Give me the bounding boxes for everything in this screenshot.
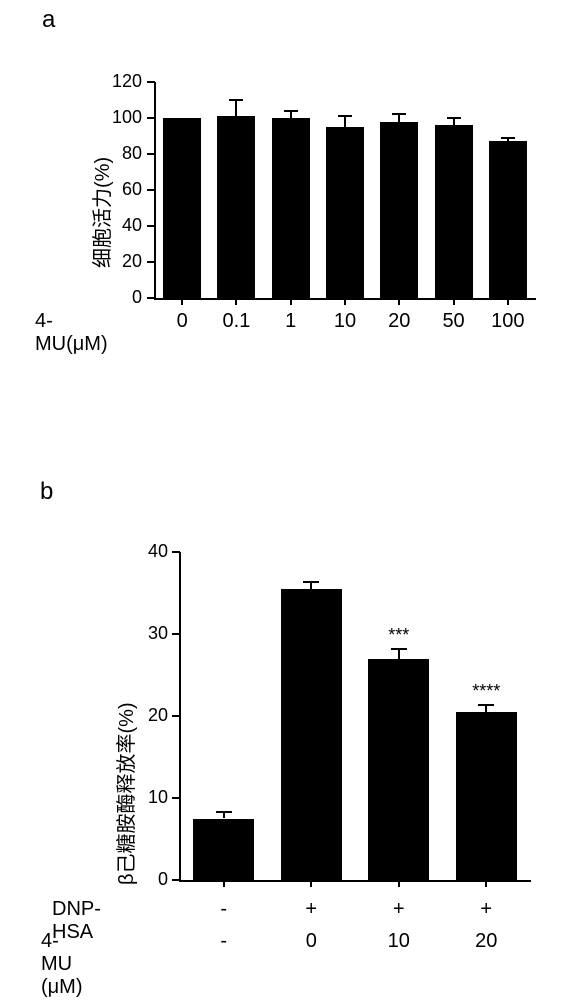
bar — [456, 712, 517, 880]
y-tick — [147, 189, 155, 191]
y-tick — [172, 551, 180, 553]
error-bar — [398, 649, 400, 659]
error-cap — [447, 117, 461, 119]
y-tick-label: 100 — [100, 107, 142, 128]
y-axis-title: β己糖胺酶释放率(%) — [110, 702, 139, 885]
x-tick — [181, 298, 183, 305]
x-tick — [344, 298, 346, 305]
y-tick-label: 120 — [100, 71, 142, 92]
x-tick-label: 20 — [373, 310, 425, 333]
row2-label: 4-MU (μM) — [41, 930, 83, 999]
error-cap — [478, 704, 494, 706]
y-tick — [147, 261, 155, 263]
row2-value: - — [202, 930, 246, 953]
row2-value: 10 — [377, 930, 421, 953]
x-tick-label: 1 — [265, 310, 317, 333]
bar — [193, 819, 254, 881]
bar — [272, 118, 310, 298]
y-tick — [172, 879, 180, 881]
y-tick — [147, 225, 155, 227]
y-tick-label: 40 — [132, 541, 168, 562]
y-tick — [147, 117, 155, 119]
error-cap — [229, 99, 243, 101]
error-cap — [501, 137, 515, 139]
x-tick — [398, 880, 400, 887]
error-cap — [303, 581, 319, 583]
error-cap — [284, 110, 298, 112]
row1-value: + — [377, 898, 421, 921]
bar — [326, 127, 364, 298]
y-tick — [147, 297, 155, 299]
y-tick — [147, 81, 155, 83]
significance-label: **** — [456, 681, 516, 702]
bar — [435, 125, 473, 298]
row1-value: + — [464, 898, 508, 921]
y-tick — [172, 797, 180, 799]
panel-b-label: b — [40, 478, 53, 506]
panel-a-label: a — [42, 6, 55, 34]
row1-value: + — [289, 898, 333, 921]
x-tick — [290, 298, 292, 305]
x-tick-label: 0.1 — [210, 310, 262, 333]
row1-value: - — [202, 898, 246, 921]
bar — [368, 659, 429, 880]
x-tick-label: 0 — [156, 310, 208, 333]
bar — [217, 116, 255, 298]
error-cap — [338, 115, 352, 117]
x-tick — [223, 880, 225, 887]
y-tick — [172, 633, 180, 635]
x-axis-label: 4-MU(μM) — [35, 310, 108, 356]
y-tick — [172, 715, 180, 717]
y-tick — [147, 153, 155, 155]
error-cap — [391, 648, 407, 650]
x-axis — [179, 880, 531, 882]
x-tick-label: 100 — [482, 310, 534, 333]
x-tick-label: 50 — [428, 310, 480, 333]
error-bar — [398, 114, 400, 121]
row2-value: 20 — [464, 930, 508, 953]
bar — [380, 122, 418, 298]
row2-value: 0 — [289, 930, 333, 953]
x-tick — [507, 298, 509, 305]
error-bar — [290, 111, 292, 118]
error-bar — [235, 100, 237, 116]
bar — [163, 118, 201, 298]
y-axis-title: 细胞活力(%) — [86, 157, 115, 268]
y-tick-label: 0 — [100, 287, 142, 308]
significance-label: *** — [369, 625, 429, 646]
x-tick — [310, 880, 312, 887]
y-tick-label: 30 — [132, 623, 168, 644]
bar — [489, 141, 527, 298]
x-tick-label: 10 — [319, 310, 371, 333]
x-tick — [485, 880, 487, 887]
error-bar — [453, 118, 455, 125]
x-tick — [453, 298, 455, 305]
bar — [281, 589, 342, 880]
x-tick — [235, 298, 237, 305]
x-tick — [398, 298, 400, 305]
error-bar — [344, 116, 346, 127]
error-cap — [392, 113, 406, 115]
error-cap — [216, 811, 232, 813]
